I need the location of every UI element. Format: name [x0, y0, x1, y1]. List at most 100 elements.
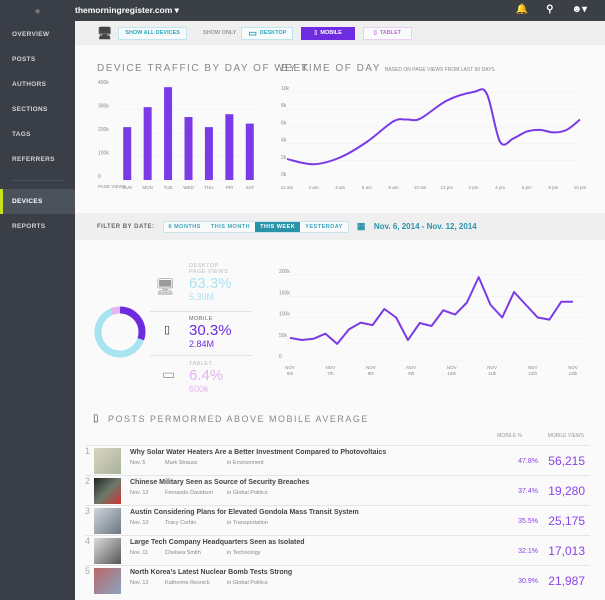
filter-6-months[interactable]: 6 MONTHS: [168, 223, 201, 230]
post-row[interactable]: 4 Large Tech Company Headquarters Seen a…: [85, 535, 590, 565]
line-chart-title-text: BY TIME OF DAY: [281, 63, 381, 74]
post-date: Nov. 12: [130, 580, 149, 586]
post-section[interactable]: in Global Politics: [227, 490, 268, 496]
post-mobile-views: 17,013: [548, 544, 585, 558]
post-row[interactable]: 3 Austin Considering Plans for Elevated …: [85, 505, 590, 535]
x-tick-label: WED: [183, 185, 194, 190]
post-mobile-views: 21,987: [548, 574, 585, 588]
x-tick-label: SAT: [246, 185, 255, 190]
tablet-icon: ▯: [373, 29, 377, 36]
sidebar-item-tags[interactable]: TAGS: [12, 131, 31, 138]
desktop-button[interactable]: ▭ DESKTOP: [241, 26, 294, 40]
sidebar-item-authors[interactable]: AUTHORS: [12, 81, 47, 88]
post-title[interactable]: Chinese Military Seen as Source of Secur…: [130, 479, 310, 486]
stat-label: PAGE VIEWS: [189, 269, 229, 275]
post-mobile-pct: 35.5%: [518, 518, 538, 525]
mobile-button[interactable]: ▯ MOBILE: [301, 26, 355, 40]
post-row[interactable]: 5 North Korea’s Latest Nuclear Bomb Test…: [85, 565, 590, 595]
sidebar-item-overview[interactable]: OVERVIEW: [12, 31, 50, 38]
x-tick-label: NOV: [568, 365, 578, 370]
y-tick-label: 100k: [279, 312, 290, 318]
post-title[interactable]: North Korea’s Latest Nuclear Bomb Tests …: [130, 569, 293, 576]
stat-tablet: TABLET 6.4% 600k: [189, 361, 223, 394]
post-mobile-pct: 30.9%: [518, 578, 538, 585]
post-section[interactable]: in Technology: [227, 550, 261, 556]
y-tick-label: 100k: [98, 151, 109, 157]
post-date: Nov. 12: [130, 490, 149, 496]
sidebar-item-posts[interactable]: POSTS: [12, 56, 36, 63]
post-rank: 5: [85, 566, 91, 576]
stat-label: DESKTOP: [189, 263, 219, 269]
y-tick-label: 50k: [279, 333, 288, 339]
x-tick-label: 12 am: [281, 185, 294, 190]
post-title[interactable]: Large Tech Company Headquarters Seen as …: [130, 539, 305, 546]
sidebar-item-referrers[interactable]: REFERRERS: [12, 156, 55, 163]
post-author[interactable]: Fernando Davidson: [165, 490, 214, 496]
device-icon-mobile: ▯: [164, 324, 171, 336]
x-tick-label: NOV: [406, 365, 416, 370]
bar-wed: [184, 117, 193, 180]
x-tick-label: NOV: [366, 365, 376, 370]
stat-value: 5.39M: [189, 292, 215, 302]
post-row[interactable]: 2 Chinese Military Seen as Source of Sec…: [85, 475, 590, 505]
post-thumbnail[interactable]: [94, 508, 121, 534]
top-bar: themorningregister.com ▾ 🔔 ⚲ ☻▾: [75, 0, 605, 21]
posts-title: POSTS PERMORMED ABOVE MOBILE AVERAGE: [108, 413, 369, 424]
x-tick-label: NOV: [447, 365, 457, 370]
post-rank: 4: [85, 536, 91, 546]
post-author[interactable]: Tracy Corbin: [165, 520, 197, 526]
x-tick-label: NOV: [285, 365, 295, 370]
post-section[interactable]: in Environment: [227, 460, 264, 466]
x-tick-label: 7th: [327, 371, 334, 376]
x-tick-label: 6th: [287, 371, 294, 376]
x-tick-label: NOV: [487, 365, 497, 370]
x-tick-label: 9th: [408, 371, 415, 376]
filter-this-week[interactable]: THIS WEEK: [255, 221, 301, 232]
post-title[interactable]: Why Solar Water Heaters Are a Better Inv…: [130, 449, 387, 456]
bell-icon[interactable]: 🔔: [515, 4, 529, 15]
filter-this-month[interactable]: THIS MONTH: [210, 223, 251, 230]
post-author[interactable]: Katherine Resnick: [165, 580, 210, 586]
filter-yesterday[interactable]: YESTERDAY: [305, 223, 343, 230]
date-range[interactable]: Nov. 6, 2014 - Nov. 12, 2014: [373, 222, 477, 231]
x-tick-label: 4 am: [335, 185, 345, 190]
divider: [12, 180, 65, 181]
divider: [150, 355, 252, 356]
post-author[interactable]: Chelsea Smith: [165, 550, 201, 556]
post-thumbnail[interactable]: [94, 448, 121, 474]
y-tick-label: 0: [279, 354, 282, 360]
x-tick-label: SUN: [122, 185, 132, 190]
logo-icon[interactable]: ●: [34, 5, 41, 17]
sidebar-item-reports[interactable]: REPORTS: [12, 223, 46, 230]
post-section[interactable]: in Global Politics: [227, 580, 268, 586]
show-all-devices-button[interactable]: SHOW ALL DEVICES: [118, 26, 187, 40]
y-tick-label: 2k: [281, 155, 287, 161]
post-thumbnail[interactable]: [94, 478, 121, 504]
line-chart-title: BY TIME OF DAY BASED ON PAGE VIEWS FROM …: [281, 63, 495, 74]
post-title[interactable]: Austin Considering Plans for Elevated Go…: [130, 509, 359, 516]
sidebar-item-sections[interactable]: SECTIONS: [12, 106, 48, 113]
post-thumbnail[interactable]: [94, 538, 121, 564]
search-icon[interactable]: ⚲: [546, 4, 554, 15]
calendar-icon[interactable]: ▦: [356, 221, 366, 231]
posts-section: ▯ POSTS PERMORMED ABOVE MOBILE AVERAGE MO…: [85, 413, 590, 594]
tablet-button[interactable]: ▯ TABLET: [362, 26, 413, 40]
y-tick-label: 300k: [98, 104, 109, 110]
site-selector[interactable]: themorningregister.com ▾: [75, 5, 179, 15]
post-mobile-pct: 37.4%: [518, 488, 538, 495]
y-tick-label: 200k: [279, 269, 290, 275]
post-row[interactable]: 1 Why Solar Water Heaters Are a Better I…: [85, 445, 590, 475]
post-author[interactable]: Mark Strauss: [165, 460, 198, 466]
post-section[interactable]: in Transportation: [227, 520, 268, 526]
sidebar-nav: OVERVIEW POSTS AUTHORS SECTIONS TAGS REF…: [0, 22, 75, 239]
post-rank: 1: [85, 446, 91, 456]
user-icon[interactable]: ☻▾: [571, 4, 587, 15]
bar-fri: [225, 114, 234, 180]
y-tick-label: 150k: [279, 290, 290, 296]
device-icon-desktop: 🖥: [155, 279, 176, 296]
post-thumbnail[interactable]: [94, 568, 121, 594]
sidebar-item-devices[interactable]: DEVICES: [0, 189, 75, 214]
post-mobile-views: 56,215: [548, 454, 585, 468]
column-header-mobile-views: MOBILE VIEWS: [547, 433, 584, 439]
bar-tue: [164, 87, 173, 180]
